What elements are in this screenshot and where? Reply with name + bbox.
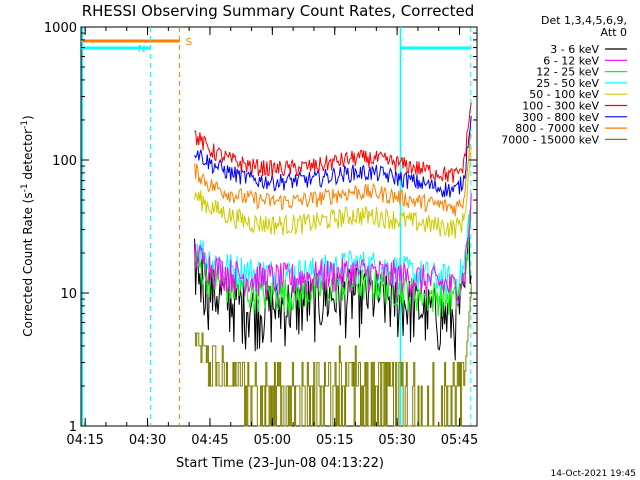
- x-tick-label: 05:15: [316, 433, 353, 448]
- series-line: [194, 193, 472, 308]
- observing-flags: NS: [81, 27, 472, 426]
- legend-label: 300 - 800 keV: [522, 111, 599, 124]
- series-line: [194, 195, 472, 297]
- x-axis: 04:15 04:30 04:45 05:00 05:15 05:30 05:45: [66, 27, 478, 448]
- legend-label: 7000 - 15000 keV: [501, 133, 599, 146]
- legend-label: 25 - 50 keV: [536, 77, 599, 90]
- legend-label: 50 - 100 keV: [529, 88, 599, 101]
- series-line: [194, 228, 472, 361]
- y-tick-label: 100: [52, 154, 77, 169]
- y-axis: 1 10 100 1000: [44, 21, 477, 435]
- x-axis-label: Start Time (23-Jun-08 04:13:22): [176, 456, 384, 471]
- x-tick-label: 04:45: [191, 433, 228, 448]
- y-tick-label: 10: [60, 287, 77, 302]
- legend-header: Det 1,3,4,5,6,9,: [541, 14, 627, 27]
- series-line: [194, 102, 472, 183]
- legend-label: 3 - 6 keV: [550, 43, 599, 56]
- legend-label: 100 - 300 keV: [522, 100, 599, 113]
- x-tick-label: 05:30: [378, 433, 415, 448]
- series-line: [194, 146, 472, 239]
- legend-label: 12 - 25 keV: [536, 66, 599, 79]
- saa-flag-label: S: [186, 37, 192, 48]
- night-flag-label: N: [138, 44, 145, 55]
- series-line: [194, 115, 472, 198]
- series-layer: [194, 102, 472, 427]
- plot-frame: [80, 26, 478, 427]
- legend-label: 800 - 7000 keV: [515, 122, 599, 135]
- legend-label: 6 - 12 keV: [543, 54, 599, 67]
- y-tick-label: 1: [69, 420, 77, 435]
- x-tick-label: 04:15: [66, 433, 103, 448]
- series-line: [194, 132, 472, 217]
- x-tick-label: 05:00: [254, 433, 291, 448]
- chart-title: RHESSI Observing Summary Count Rates, Co…: [82, 2, 475, 20]
- y-tick-label: 1000: [44, 21, 77, 36]
- x-tick-label: 04:30: [129, 433, 166, 448]
- timestamp-footer: 14-Oct-2021 19:45: [551, 469, 636, 479]
- series-line: [194, 207, 472, 317]
- legend-header: Att 0: [601, 26, 627, 39]
- y-axis-label: Corrected Count Rate (s-1 detector-1): [20, 115, 35, 336]
- series-line: [194, 282, 472, 427]
- x-tick-label: 05:45: [441, 433, 478, 448]
